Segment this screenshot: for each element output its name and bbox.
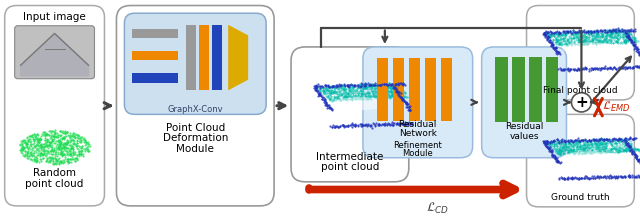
Text: values: values [509, 132, 539, 141]
Text: $\mathcal{L}_{EMD}$: $\mathcal{L}_{EMD}$ [602, 100, 631, 114]
Bar [132, 73, 179, 83]
Text: +: + [575, 95, 588, 110]
FancyBboxPatch shape [116, 5, 274, 206]
Text: Point Cloud: Point Cloud [166, 123, 225, 133]
FancyBboxPatch shape [363, 47, 473, 158]
Text: Module: Module [403, 149, 433, 158]
Bar [529, 57, 541, 122]
Text: $\mathcal{L}_{CD}$: $\mathcal{L}_{CD}$ [426, 201, 449, 216]
Bar [441, 58, 452, 121]
Text: Module: Module [177, 144, 214, 154]
Polygon shape [20, 34, 88, 76]
Text: Ground truth: Ground truth [551, 193, 610, 202]
FancyBboxPatch shape [15, 26, 95, 79]
Bar [199, 25, 209, 90]
Bar [495, 57, 508, 122]
Text: point cloud: point cloud [26, 179, 84, 189]
Ellipse shape [563, 42, 620, 55]
Text: Input image: Input image [23, 12, 86, 22]
Bar [511, 57, 525, 122]
Text: Random: Random [33, 168, 76, 178]
Bar [132, 29, 179, 38]
FancyBboxPatch shape [4, 5, 104, 206]
FancyBboxPatch shape [527, 114, 634, 207]
Bar [425, 58, 436, 121]
Ellipse shape [333, 97, 389, 110]
Circle shape [572, 93, 591, 112]
FancyBboxPatch shape [291, 47, 409, 182]
Text: Final point cloud: Final point cloud [543, 86, 618, 95]
Polygon shape [228, 25, 248, 90]
Bar [393, 58, 404, 121]
Bar [186, 25, 196, 90]
FancyBboxPatch shape [482, 47, 566, 158]
Text: Network: Network [399, 129, 436, 138]
FancyBboxPatch shape [527, 5, 634, 100]
FancyBboxPatch shape [124, 13, 266, 114]
Bar [545, 57, 559, 122]
Text: Residual: Residual [505, 122, 543, 131]
Bar [132, 51, 179, 60]
Bar [409, 58, 420, 121]
Text: Deformation: Deformation [163, 133, 228, 143]
Text: GraphX-Conv: GraphX-Conv [168, 105, 223, 114]
Text: Intermediate: Intermediate [316, 152, 383, 162]
Bar [212, 25, 222, 90]
Text: Refinement: Refinement [394, 141, 442, 150]
Text: point cloud: point cloud [321, 162, 379, 172]
Bar [377, 58, 388, 121]
Text: Residual: Residual [399, 120, 437, 129]
Ellipse shape [563, 151, 620, 163]
